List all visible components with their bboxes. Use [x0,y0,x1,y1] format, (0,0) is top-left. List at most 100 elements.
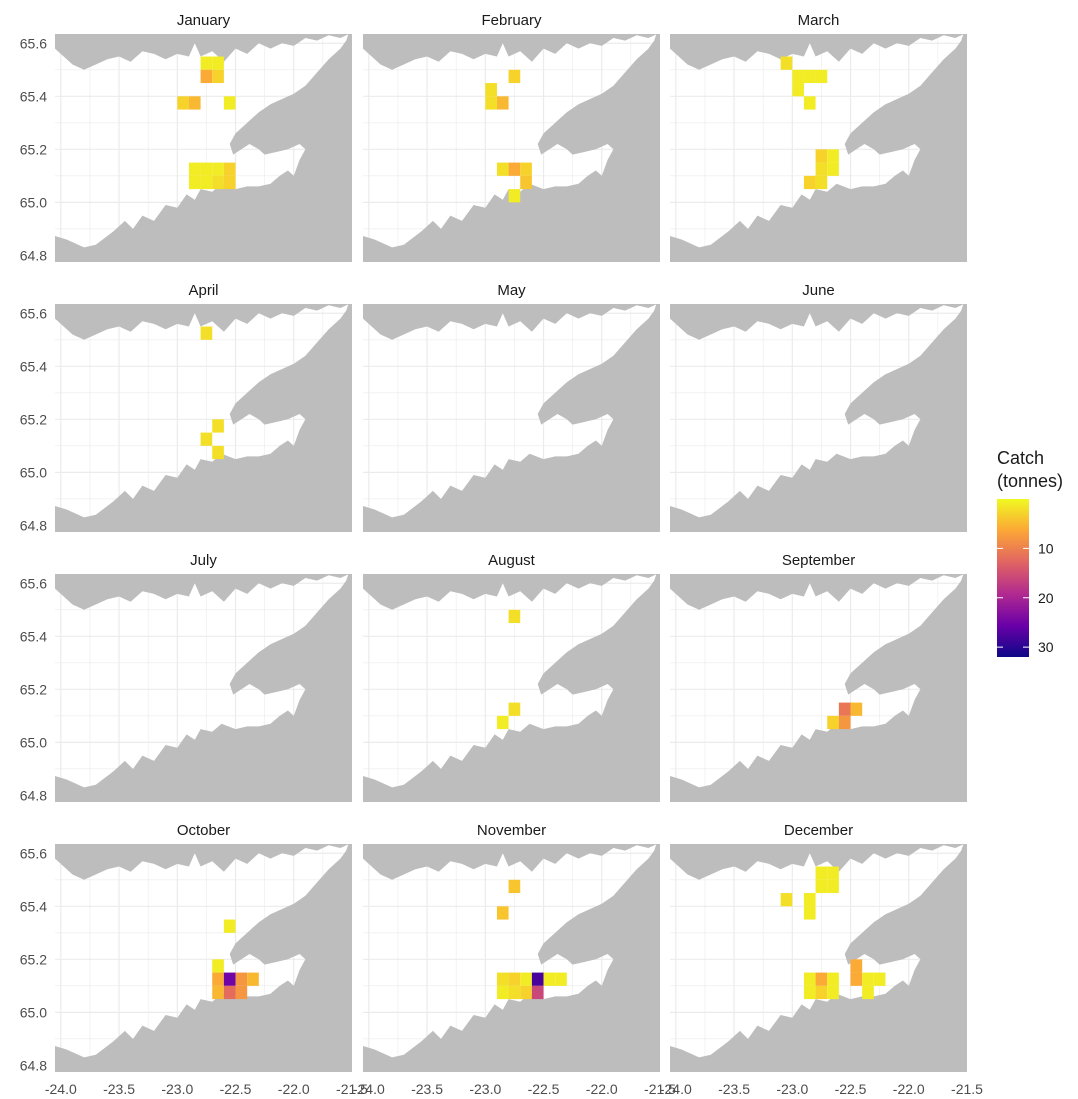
legend-tick-label: 30 [1038,639,1054,655]
catch-cell [247,972,259,986]
land-north [55,574,350,610]
legend-title: Catch [997,448,1044,468]
catch-cell [815,972,828,986]
land-north [363,34,658,70]
catch-cell [200,326,213,340]
catch-cell [780,56,793,70]
x-tick-label: -21.5 [951,1081,983,1097]
catch-cell [815,69,828,84]
land-south [55,844,352,1072]
panel-title: April [188,282,218,299]
catch-cell [838,715,851,730]
x-tick-label: -24.0 [45,1081,77,1097]
land-north [670,304,965,340]
legend-tick-label: 20 [1038,590,1054,606]
land-south [363,844,660,1072]
catch-cell [200,162,213,176]
land-north [55,844,350,880]
land-south [670,304,967,532]
catch-cell [827,715,839,730]
land-north [670,34,965,70]
panel-title: November [477,822,546,839]
catch-cell [223,985,236,1000]
panel-february: February [363,12,660,262]
catch-cell [496,715,509,730]
panel-title: September [782,552,855,569]
catch-cell [520,162,532,176]
catch-cell [212,162,224,176]
panel-title: July [190,552,217,569]
panel-march: March [670,12,967,262]
x-tick-label: -24.0 [660,1081,692,1097]
panel-november: November -24.0 -23.5 -23.0 -22.5 -22.0 -21.5 [353,822,676,1097]
y-tick-label: 65.6 [20,35,47,51]
catch-cell [850,959,863,973]
catch-cell [838,702,851,716]
land-north [55,34,350,70]
panel-title: February [481,12,542,29]
y-tick-label: 65.4 [20,88,47,104]
catch-cell [200,432,213,446]
panel-title: March [798,12,840,29]
y-tick-label: 65.2 [20,141,47,157]
y-tick-label: 65.6 [20,575,47,591]
land-north [363,844,658,880]
catch-cell [508,69,521,84]
catch-cell [520,985,532,1000]
catch-cell [223,972,236,986]
catch-cell [508,702,521,716]
panel-title: August [488,552,536,569]
panel-title: January [177,12,231,29]
catch-cell [200,56,213,70]
land-north [670,844,965,880]
catch-cell [803,893,816,907]
y-tick-label: 65.4 [20,358,47,374]
x-tick-label: -23.5 [718,1081,750,1097]
y-tick-label: 65.2 [20,681,47,697]
panel-july: July 64.8 65.0 65.2 65.4 65.6 [20,552,352,803]
panel-august: August [363,552,660,802]
catch-cell [235,972,248,986]
x-tick-label: -22.5 [835,1081,867,1097]
land-south [670,844,967,1072]
catch-cell [862,985,874,1000]
catch-cell [212,419,224,433]
catch-cell [188,175,201,190]
land-south [363,304,660,532]
catch-cell [827,866,839,880]
x-tick-label: -21.5 [336,1081,368,1097]
catch-cell [780,893,793,907]
y-tick-label: 64.8 [20,517,47,533]
catch-cell [177,96,189,110]
legend-colorbar [997,499,1029,657]
catch-cell [555,972,567,986]
x-tick-label: -22.0 [586,1081,618,1097]
catch-cell [496,972,509,986]
catch-cell [212,972,224,986]
catch-cell [543,972,556,986]
y-tick-label: 65.6 [20,305,47,321]
catch-cell [223,162,236,176]
catch-cell [815,175,828,190]
panel-june: June [670,282,967,532]
catch-cell [815,985,828,1000]
catch-cell [803,906,816,920]
panel-september: September [670,552,967,802]
y-tick-label: 65.2 [20,951,47,967]
y-tick-label: 64.8 [20,1057,47,1073]
facet-panels: January 64.8 65.0 65.2 65.4 65.6 February March… [20,12,983,1097]
catch-cell [200,175,213,190]
y-tick-label: 65.2 [20,411,47,427]
catch-cell [803,96,816,110]
y-tick-label: 64.8 [20,247,47,263]
x-tick-label: -22.0 [278,1081,310,1097]
y-tick-label: 65.4 [20,898,47,914]
catch-cell [496,96,509,110]
land-south [670,574,967,802]
catch-cell [508,985,521,1000]
land-south [363,34,660,262]
catch-cell [827,985,839,1000]
y-tick-label: 65.0 [20,1004,47,1020]
catch-cell [815,149,828,163]
